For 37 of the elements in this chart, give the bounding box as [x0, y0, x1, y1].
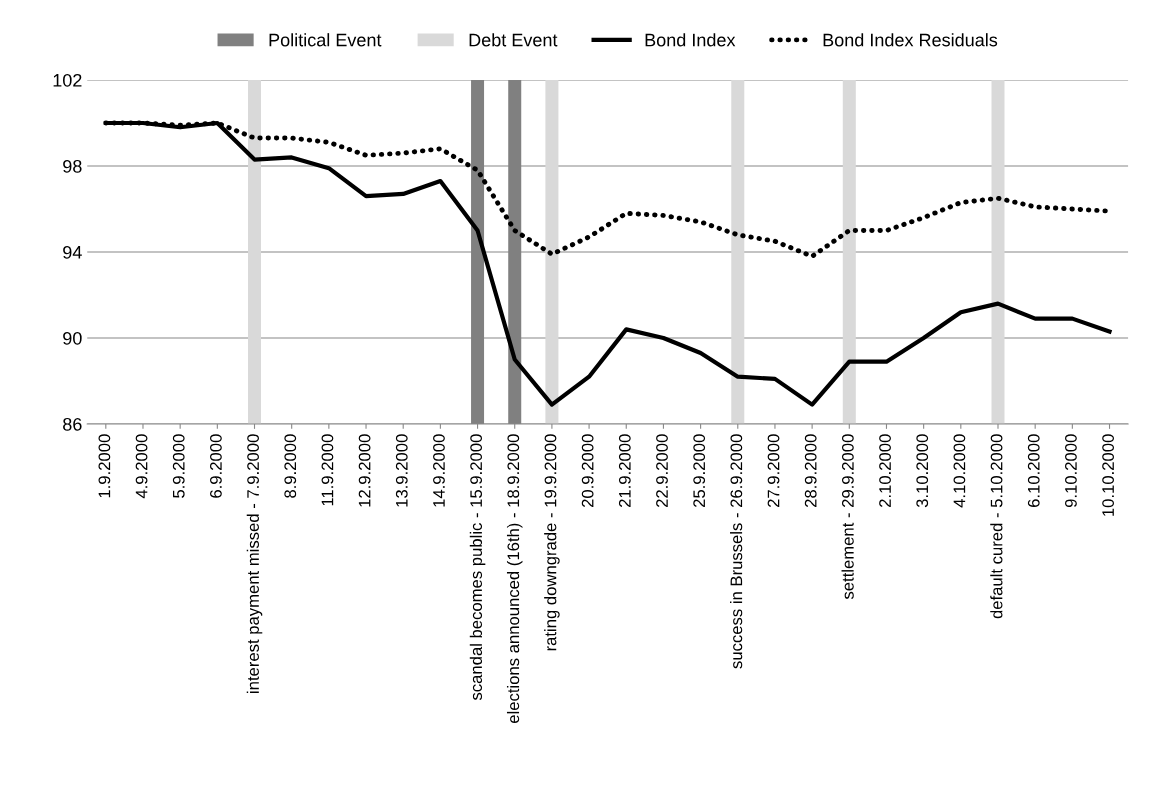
x-tick-label: elections announced (16th) - 18.9.2000 [506, 434, 523, 724]
x-tick-label: default cured - 5.10.2000 [990, 434, 1003, 619]
x-tick-label: 20.9.2000 [581, 434, 594, 508]
x-tick-label: 28.9.2000 [804, 434, 817, 508]
y-tick-label: 102 [53, 73, 82, 87]
x-tick-label: 1.9.2000 [98, 434, 111, 498]
x-tick-label: settlement - 29.9.2000 [841, 434, 854, 600]
x-tick-label: rating downgrade - 19.9.2000 [544, 434, 560, 651]
x-tick-label: 6.10.2000 [1027, 434, 1040, 508]
legend-label: Bond Index [645, 33, 736, 47]
y-tick-label: 94 [63, 245, 82, 259]
x-tick-label: success in Brussels - 26.9.2000 [730, 434, 743, 669]
x-tick-label: scandal becomes public - 15.9.2000 [469, 434, 486, 701]
x-tick-label: 11.9.2000 [321, 434, 334, 506]
x-tick-label: 3.10.2000 [916, 434, 929, 508]
x-tick-label: 5.9.2000 [172, 434, 185, 498]
x-tick-label: 9.10.2000 [1065, 434, 1077, 508]
x-tick-label: 13.9.2000 [395, 434, 408, 507]
x-tick-label: 27.9.2000 [767, 434, 780, 508]
x-tick-label: 2.10.2000 [879, 434, 891, 508]
y-tick-label: 98 [63, 159, 82, 173]
x-tick-label: 10.10.2000 [1102, 434, 1114, 516]
x-tick-label: 22.9.2000 [656, 434, 668, 508]
x-tick-label: 25.9.2000 [693, 434, 706, 508]
x-tick-label: 6.9.2000 [210, 434, 222, 498]
legend-label: Bond Index Residuals [823, 33, 998, 47]
legend-label: Debt Event [469, 33, 558, 47]
x-tick-label: 4.9.2000 [135, 434, 148, 499]
x-tick-label: 14.9.2000 [433, 434, 445, 507]
y-tick-label: 90 [63, 331, 82, 345]
x-tick-label: 12.9.2000 [358, 434, 371, 507]
x-tick-label: 21.9.2000 [618, 434, 631, 508]
legend-label: Political Event [269, 33, 382, 47]
x-tick-label: interest payment missed - 7.9.2000 [246, 434, 263, 693]
y-tick-label: 86 [63, 417, 82, 431]
x-tick-label: 8.9.2000 [284, 434, 297, 498]
x-tick-label: 4.10.2000 [953, 434, 966, 508]
